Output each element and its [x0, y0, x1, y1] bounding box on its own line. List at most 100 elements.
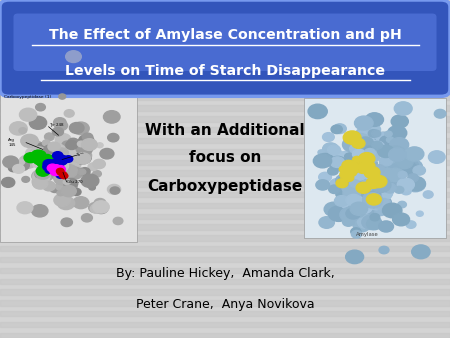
Circle shape: [349, 160, 363, 171]
Circle shape: [48, 142, 60, 151]
Circle shape: [55, 181, 68, 191]
Circle shape: [392, 149, 406, 160]
Circle shape: [45, 167, 54, 173]
Bar: [0, 300, 450, 306]
Circle shape: [413, 166, 425, 175]
Circle shape: [400, 144, 408, 150]
Circle shape: [346, 250, 364, 264]
Circle shape: [32, 150, 42, 158]
Circle shape: [319, 217, 334, 228]
Circle shape: [22, 176, 30, 182]
Circle shape: [428, 151, 445, 163]
Circle shape: [3, 156, 18, 168]
Circle shape: [398, 159, 418, 174]
Circle shape: [365, 113, 383, 126]
Circle shape: [382, 149, 389, 154]
Circle shape: [371, 180, 385, 191]
Bar: [0, 8, 450, 14]
Circle shape: [371, 177, 391, 192]
Circle shape: [389, 149, 404, 160]
Circle shape: [401, 187, 411, 195]
Circle shape: [57, 195, 64, 200]
Circle shape: [64, 110, 74, 117]
Circle shape: [66, 166, 81, 177]
Circle shape: [385, 131, 392, 137]
Circle shape: [36, 103, 45, 111]
Circle shape: [342, 137, 363, 152]
Circle shape: [69, 123, 84, 134]
Circle shape: [32, 170, 48, 183]
Circle shape: [345, 162, 360, 173]
Circle shape: [90, 204, 103, 213]
Text: Peter Crane,  Anya Novikova: Peter Crane, Anya Novikova: [136, 298, 314, 311]
Circle shape: [349, 192, 369, 207]
Circle shape: [375, 198, 392, 211]
Circle shape: [57, 173, 64, 178]
Circle shape: [390, 138, 409, 152]
Circle shape: [347, 159, 363, 171]
Circle shape: [392, 210, 400, 215]
Circle shape: [359, 164, 366, 169]
Circle shape: [81, 214, 92, 222]
Circle shape: [355, 116, 373, 130]
Bar: [0, 311, 450, 316]
Text: Glu 270: Glu 270: [67, 180, 82, 184]
Circle shape: [391, 115, 408, 128]
Text: focus on: focus on: [189, 150, 261, 165]
Circle shape: [50, 151, 67, 164]
Bar: [0, 333, 450, 338]
Circle shape: [40, 158, 48, 164]
Bar: [0, 138, 450, 143]
Circle shape: [76, 142, 93, 155]
Circle shape: [64, 178, 78, 189]
Circle shape: [356, 202, 372, 213]
FancyBboxPatch shape: [14, 14, 436, 71]
Circle shape: [47, 164, 58, 172]
Circle shape: [405, 176, 426, 192]
Circle shape: [9, 122, 27, 135]
Circle shape: [94, 198, 106, 207]
Circle shape: [357, 162, 368, 170]
Circle shape: [375, 188, 392, 200]
Circle shape: [364, 167, 380, 178]
Circle shape: [331, 125, 342, 134]
Circle shape: [37, 160, 47, 167]
Circle shape: [406, 221, 416, 228]
Circle shape: [54, 121, 68, 130]
Bar: [0, 73, 450, 78]
Circle shape: [65, 186, 71, 190]
Circle shape: [358, 167, 366, 173]
Circle shape: [50, 186, 59, 193]
Circle shape: [378, 172, 388, 179]
Circle shape: [77, 150, 92, 161]
Circle shape: [351, 169, 367, 180]
Text: Zn²⁺: Zn²⁺: [76, 153, 85, 157]
Circle shape: [359, 153, 375, 165]
Circle shape: [371, 175, 387, 188]
Circle shape: [72, 188, 81, 196]
Circle shape: [360, 129, 378, 143]
Circle shape: [343, 187, 360, 200]
Circle shape: [346, 167, 356, 174]
Circle shape: [396, 155, 413, 169]
Circle shape: [56, 166, 65, 172]
Circle shape: [364, 150, 378, 160]
Circle shape: [19, 155, 37, 168]
Circle shape: [360, 185, 377, 198]
Circle shape: [317, 153, 333, 166]
Circle shape: [366, 176, 377, 185]
Circle shape: [341, 173, 356, 185]
Circle shape: [41, 147, 47, 152]
Circle shape: [66, 167, 82, 179]
Circle shape: [44, 169, 54, 176]
Circle shape: [44, 145, 55, 154]
Circle shape: [54, 148, 68, 158]
Circle shape: [65, 158, 71, 162]
Circle shape: [76, 199, 86, 206]
Circle shape: [339, 166, 347, 172]
Circle shape: [61, 186, 76, 197]
Circle shape: [58, 171, 63, 175]
Circle shape: [48, 144, 66, 157]
Circle shape: [366, 172, 381, 183]
Circle shape: [50, 167, 61, 175]
